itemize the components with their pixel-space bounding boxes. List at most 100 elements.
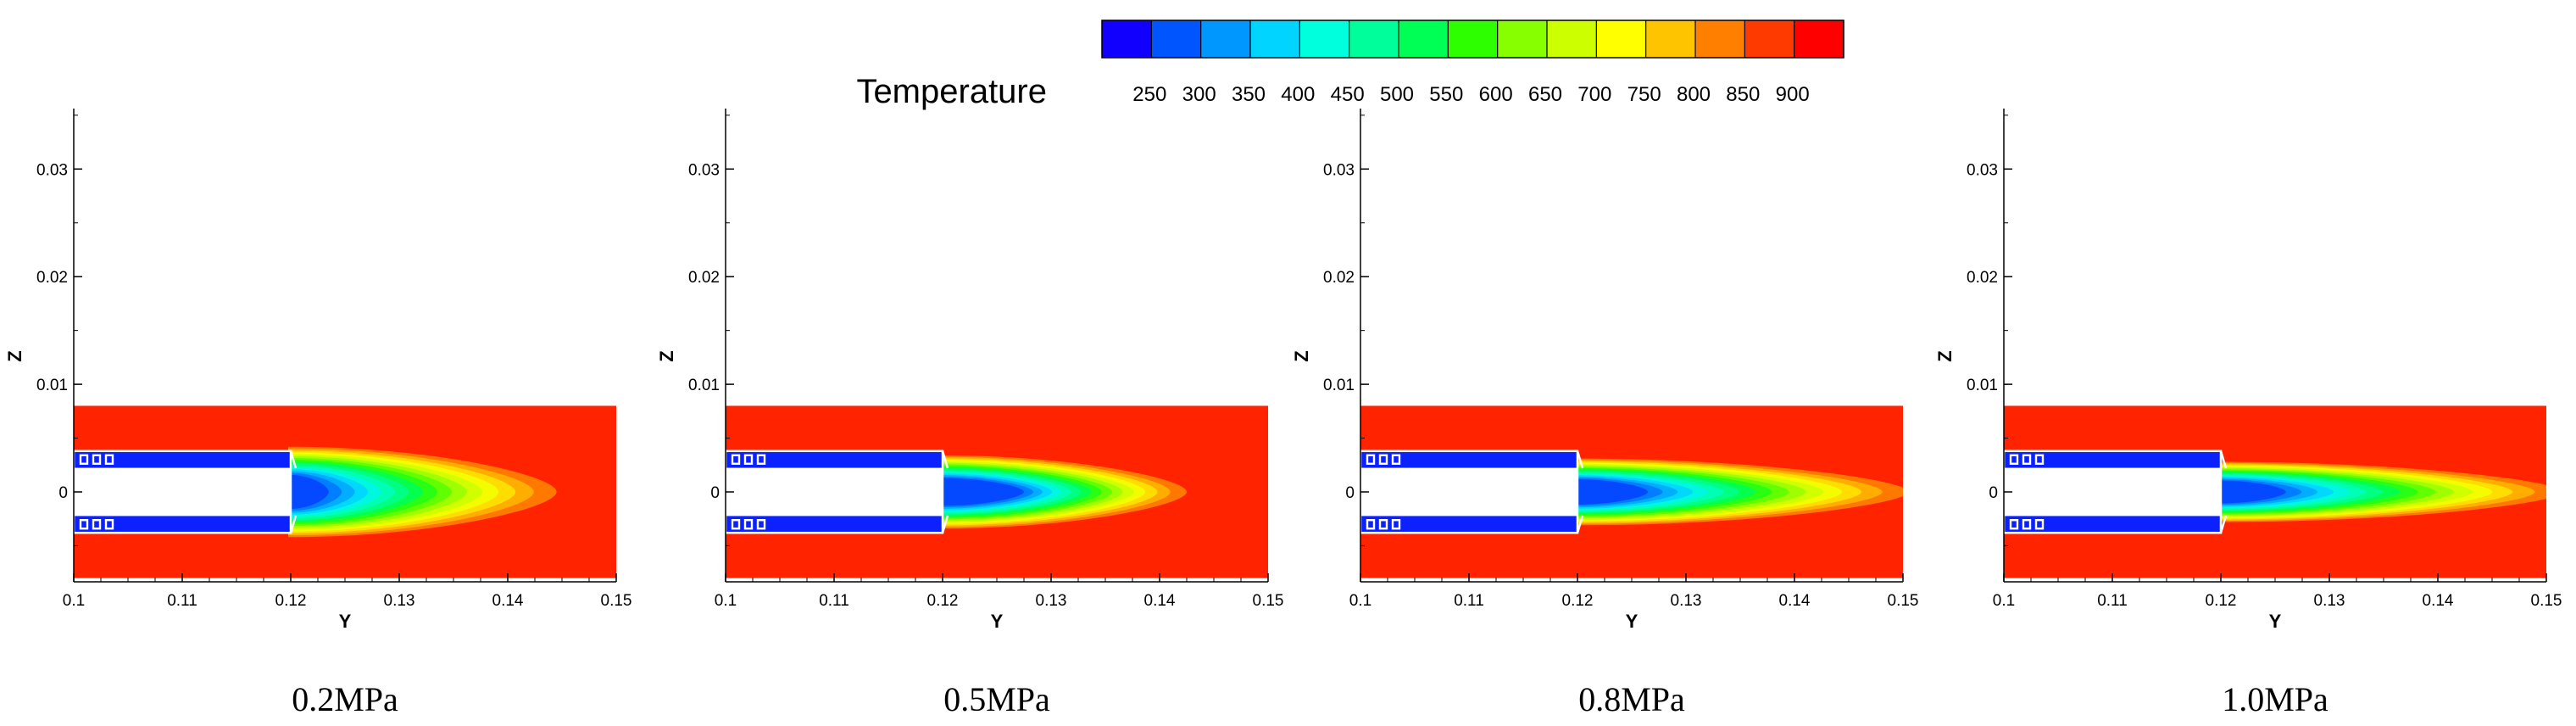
x-tick-label: 0.13 xyxy=(2314,592,2345,610)
panel-axes: 0 0.01 0.02 0.03 0.1 0.11 0.12 0.13 0.14 0.15 Y Z xyxy=(4,109,631,632)
temperature-contour-band xyxy=(288,474,329,510)
y-tick-label: 0.01 xyxy=(1323,377,1355,394)
y-axis-label: Z xyxy=(4,350,25,361)
injector-serration xyxy=(1366,454,1376,465)
colorbar-tick-label: 600 xyxy=(1479,83,1513,106)
x-tick-label: 0.1 xyxy=(1993,592,2015,610)
injector-serration xyxy=(743,519,754,530)
temperature-plume xyxy=(288,446,557,538)
colorbar-tick-label: 900 xyxy=(1776,83,1810,106)
injector-serration xyxy=(756,454,766,465)
x-tick-label: 0.14 xyxy=(2423,592,2454,610)
colorbar-segment xyxy=(1250,20,1300,58)
colorbar-segment xyxy=(1399,20,1449,58)
y-tick-label: 0.02 xyxy=(1323,269,1355,287)
injector-tip-edge xyxy=(1576,450,1584,469)
y-tick-label: 0.01 xyxy=(688,377,720,394)
y-axis-label: Z xyxy=(1934,350,1956,361)
colorbar-tick-label: 750 xyxy=(1627,83,1661,106)
colorbar-segment xyxy=(1794,20,1844,58)
colorbar-tick-label: 850 xyxy=(1726,83,1760,106)
y-tick-label: 0 xyxy=(1345,484,1355,502)
panel-caption: 0.8MPa xyxy=(1578,680,1685,718)
injector-inner-channel xyxy=(1360,467,1578,517)
y-tick-label: 0 xyxy=(1989,484,1998,502)
panel-caption: 0.5MPa xyxy=(943,680,1050,718)
colorbar-segment xyxy=(1547,20,1597,58)
contour-panel: 0 0.01 0.02 0.03 0.1 0.11 0.12 0.13 0.14 0.15 Y Z 1.… xyxy=(1934,109,2562,718)
panel-axes: 0 0.01 0.02 0.03 0.1 0.11 0.12 0.13 0.14 0.15 Y Z xyxy=(656,109,1283,632)
injector-serration xyxy=(1378,519,1388,530)
injector-inner-channel xyxy=(725,467,943,517)
injector-serration xyxy=(104,519,114,530)
injector-serration xyxy=(2009,454,2019,465)
injector-inner-channel xyxy=(73,467,292,517)
x-tick-label: 0.15 xyxy=(2531,592,2562,610)
colorbar-tick-label: 400 xyxy=(1281,83,1315,106)
injector-serration xyxy=(2034,454,2045,465)
x-tick-label: 0.12 xyxy=(2206,592,2237,610)
x-tick-label: 0.12 xyxy=(1562,592,1594,610)
injector-serration xyxy=(2034,519,2045,530)
colorbar-tick-label: 550 xyxy=(1429,83,1463,106)
injector-serration xyxy=(2022,519,2032,530)
injector-tip-edge xyxy=(289,515,298,533)
injector-serration xyxy=(104,454,114,465)
panel-caption: 0.2MPa xyxy=(292,680,398,718)
y-tick-label: 0.02 xyxy=(36,269,68,287)
colorbar-tick-label: 650 xyxy=(1528,83,1562,106)
x-tick-label: 0.14 xyxy=(1779,592,1811,610)
x-tick-label: 0.11 xyxy=(819,592,849,610)
colorbar-tick-label: 500 xyxy=(1380,83,1414,106)
injector-tip-edge xyxy=(289,450,298,469)
temperature-plume xyxy=(1575,458,1903,526)
injector-serration xyxy=(2022,454,2032,465)
x-tick-label: 0.11 xyxy=(167,592,198,610)
injector-tip-edge xyxy=(2219,515,2228,533)
colorbar-segment xyxy=(1349,20,1399,58)
y-tick-label: 0.01 xyxy=(1967,377,1998,394)
injector-walls xyxy=(724,450,949,534)
temperature-colorbar: Temperature 250 300 350 400 450 500 550 600 650 7… xyxy=(856,20,1844,110)
x-tick-label: 0.11 xyxy=(1454,592,1484,610)
x-tick-label: 0.15 xyxy=(1253,592,1284,610)
injector-serration xyxy=(1391,454,1401,465)
y-tick-label: 0.02 xyxy=(688,269,720,287)
temperature-contour-band xyxy=(1575,479,1649,505)
temperature-contour-band xyxy=(2218,480,2286,504)
x-axis-label: Y xyxy=(339,611,352,632)
x-axis-label: Y xyxy=(2269,611,2282,632)
injector-tip-edge xyxy=(1576,515,1584,533)
injector-serration xyxy=(92,454,102,465)
temperature-contour-band xyxy=(940,477,1024,506)
injector-serration xyxy=(79,519,89,530)
x-tick-label: 0.13 xyxy=(1036,592,1067,610)
x-tick-label: 0.12 xyxy=(927,592,959,610)
temperature-plume xyxy=(940,455,1187,529)
x-tick-label: 0.13 xyxy=(1671,592,1702,610)
colorbar-segment xyxy=(1102,20,1152,58)
injector-walls xyxy=(2002,450,2228,534)
injector-serration xyxy=(1366,519,1376,530)
colorbar-tick-label: 350 xyxy=(1232,83,1266,106)
x-tick-label: 0.15 xyxy=(1888,592,1919,610)
y-tick-label: 0.03 xyxy=(36,161,68,179)
y-tick-label: 0.03 xyxy=(1967,161,1998,179)
colorbar-segment xyxy=(1744,20,1795,58)
colorbar-segment xyxy=(1695,20,1745,58)
colorbar-tick-label: 300 xyxy=(1182,83,1216,106)
x-tick-label: 0.13 xyxy=(384,592,415,610)
y-axis-label: Z xyxy=(656,350,677,361)
x-tick-label: 0.14 xyxy=(492,592,524,610)
x-tick-label: 0.1 xyxy=(715,592,737,610)
y-tick-label: 0 xyxy=(710,484,720,502)
injector-tip-edge xyxy=(941,450,949,469)
x-tick-label: 0.14 xyxy=(1144,592,1176,610)
x-tick-label: 0.12 xyxy=(275,592,307,610)
injector-serration xyxy=(1378,454,1388,465)
injector-inner-channel xyxy=(2003,467,2222,517)
y-tick-label: 0 xyxy=(58,484,68,502)
colorbar-tick-label: 250 xyxy=(1132,83,1166,106)
temperature-plume xyxy=(2218,461,2546,522)
